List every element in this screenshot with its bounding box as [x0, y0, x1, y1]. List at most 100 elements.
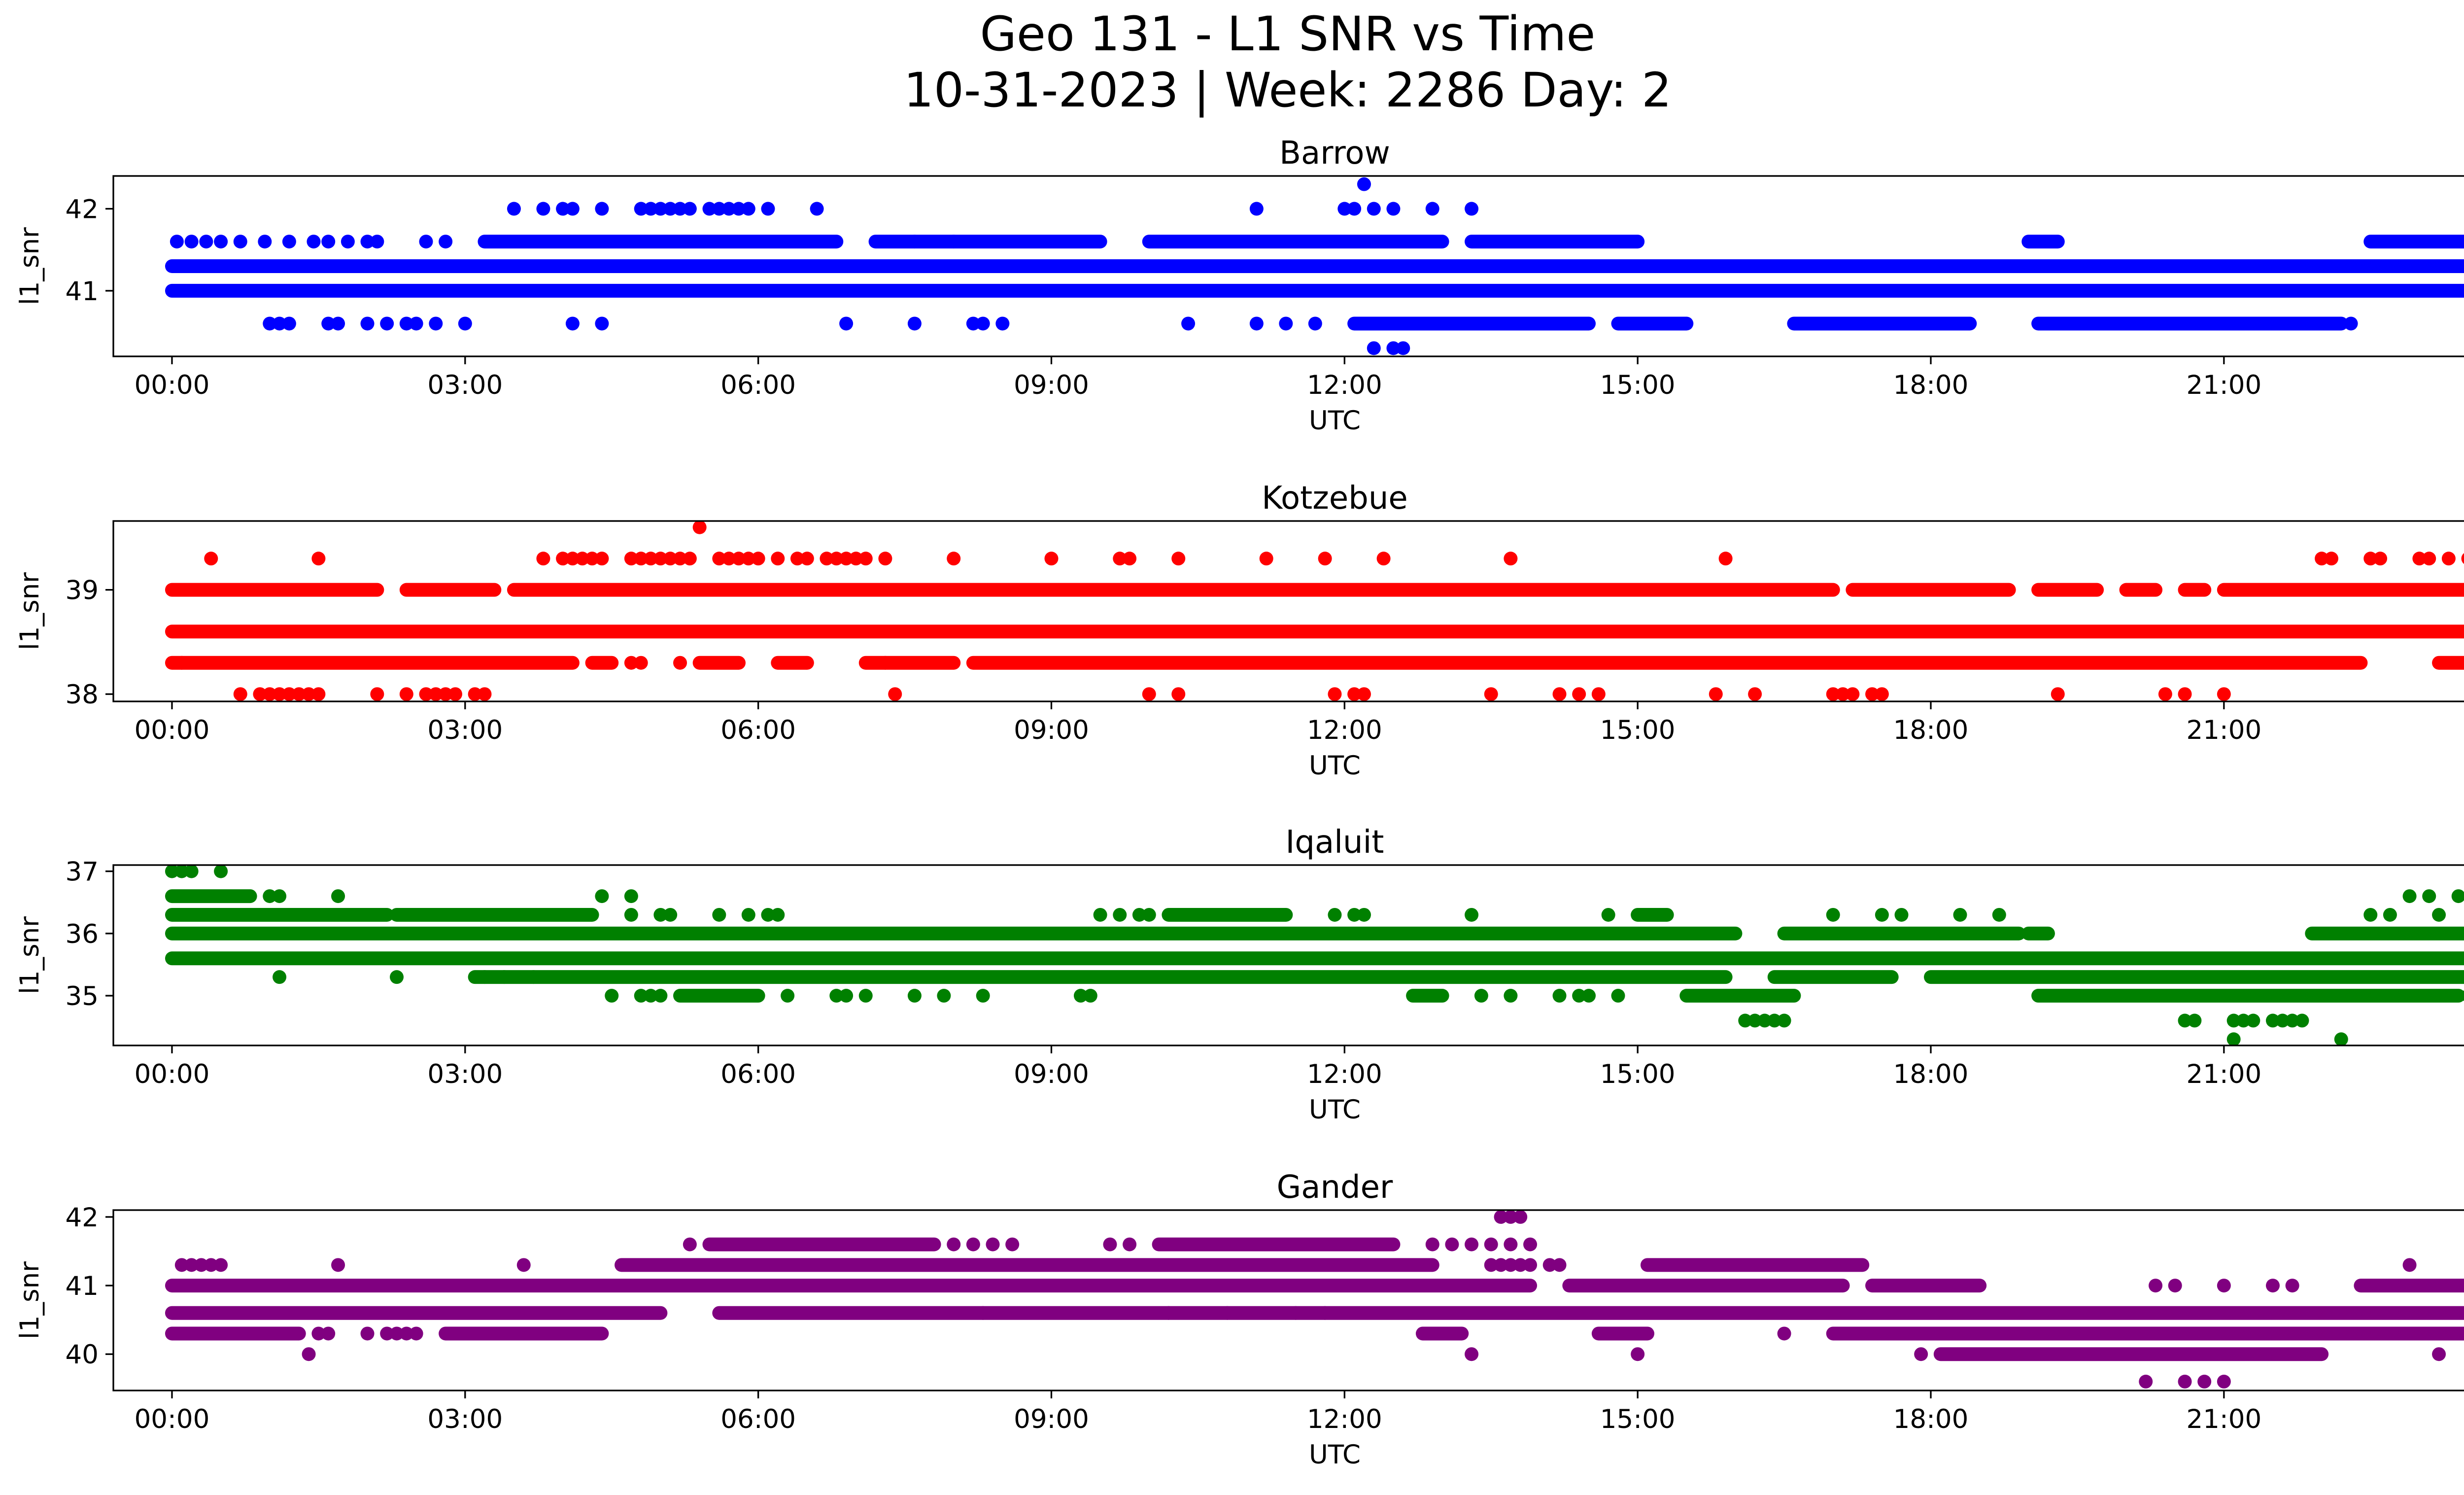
data-point — [1357, 687, 1371, 701]
data-point — [1826, 687, 1840, 701]
x-tick-label: 00:00 — [135, 1404, 210, 1434]
data-point — [556, 202, 570, 216]
data-point — [683, 552, 697, 566]
data-point — [390, 970, 404, 984]
data-point — [2324, 552, 2338, 566]
data-point — [1484, 687, 1498, 701]
data-point — [1611, 989, 1625, 1003]
data-point — [1181, 316, 1196, 331]
data-point — [1513, 1258, 1528, 1272]
y-axis-label: l1_snr — [15, 572, 45, 650]
subplot-title: Barrow — [1279, 135, 1390, 172]
data-point — [214, 865, 228, 878]
data-point — [1953, 907, 1967, 922]
data-point — [1171, 687, 1186, 701]
data-point — [741, 552, 755, 566]
data-point — [751, 552, 765, 566]
data-point — [370, 687, 384, 701]
data-point — [673, 552, 687, 566]
subplot-title: Iqaluit — [1286, 824, 1384, 861]
data-point — [1504, 1258, 1518, 1272]
y-tick-label: 40 — [66, 1340, 99, 1370]
data-point — [380, 316, 394, 331]
data-point — [1757, 1013, 1772, 1028]
data-point — [2217, 1374, 2231, 1389]
data-point — [624, 552, 638, 566]
data-point — [2051, 687, 2065, 701]
data-point — [233, 687, 247, 701]
y-axis-label: l1_snr — [15, 1261, 45, 1339]
plot-frame — [112, 520, 2464, 702]
data-point — [1718, 552, 1733, 566]
data-point — [1591, 687, 1606, 701]
data-point — [439, 235, 453, 249]
data-point — [1875, 907, 1889, 922]
data-point — [878, 656, 892, 670]
data-point — [311, 687, 326, 701]
x-tick-label: 03:00 — [427, 715, 503, 745]
data-point — [976, 989, 990, 1003]
data-point — [497, 970, 512, 984]
data-point — [1005, 1237, 1020, 1252]
data-point — [1376, 552, 1391, 566]
data-point — [683, 1237, 697, 1252]
data-point — [741, 202, 755, 216]
data-point — [1552, 687, 1567, 701]
data-point — [1504, 1210, 1518, 1224]
data-point — [468, 687, 482, 701]
data-point — [1865, 687, 1880, 701]
data-point — [2363, 907, 2378, 922]
data-point — [2402, 889, 2417, 904]
data-point — [526, 970, 541, 984]
data-point — [399, 687, 413, 701]
data-point — [702, 202, 717, 216]
data-point — [829, 552, 844, 566]
data-point — [1552, 989, 1567, 1003]
data-point — [947, 235, 961, 249]
data-point — [1347, 687, 1362, 701]
data-point — [1308, 316, 1322, 331]
data-point — [273, 970, 287, 984]
data-point — [273, 687, 287, 701]
y-tick-label: 41 — [66, 277, 99, 307]
data-point — [458, 316, 472, 331]
data-point — [556, 552, 570, 566]
data-point — [1465, 202, 1479, 216]
data-point — [1494, 1210, 1508, 1224]
x-axis-label: UTC — [1309, 1095, 1361, 1125]
data-point — [2373, 552, 2388, 566]
x-tick-label: 09:00 — [1014, 1059, 1089, 1089]
data-point — [1103, 1237, 1117, 1252]
x-tick-label: 21:00 — [2186, 1059, 2261, 1089]
data-point — [2451, 889, 2464, 904]
data-point — [731, 552, 746, 566]
data-point — [634, 989, 648, 1003]
data-point — [2178, 1013, 2192, 1028]
data-point — [810, 202, 824, 216]
y-tick-label: 42 — [66, 1203, 99, 1233]
x-tick-label: 03:00 — [427, 1404, 503, 1434]
data-point — [1523, 1258, 1538, 1272]
data-point — [624, 656, 638, 670]
data-point — [790, 552, 804, 566]
data-point — [409, 1326, 423, 1341]
data-point — [1220, 1306, 1234, 1320]
data-point — [644, 552, 658, 566]
data-point — [282, 235, 296, 249]
data-point — [204, 552, 218, 566]
data-point — [307, 235, 321, 249]
data-points — [165, 1210, 2464, 1389]
data-point — [1073, 989, 1088, 1003]
data-point — [673, 656, 687, 670]
figure-title-line1: Geo 131 - L1 SNR vs Time — [980, 6, 1596, 62]
data-point — [820, 552, 834, 566]
data-point — [2178, 687, 2192, 701]
data-point — [771, 907, 785, 922]
data-point — [292, 687, 306, 701]
data-point — [2441, 552, 2456, 566]
data-point — [399, 1326, 413, 1341]
data-point — [585, 552, 599, 566]
data-point — [1142, 907, 1156, 922]
data-point — [2422, 552, 2436, 566]
data-point — [907, 989, 922, 1003]
